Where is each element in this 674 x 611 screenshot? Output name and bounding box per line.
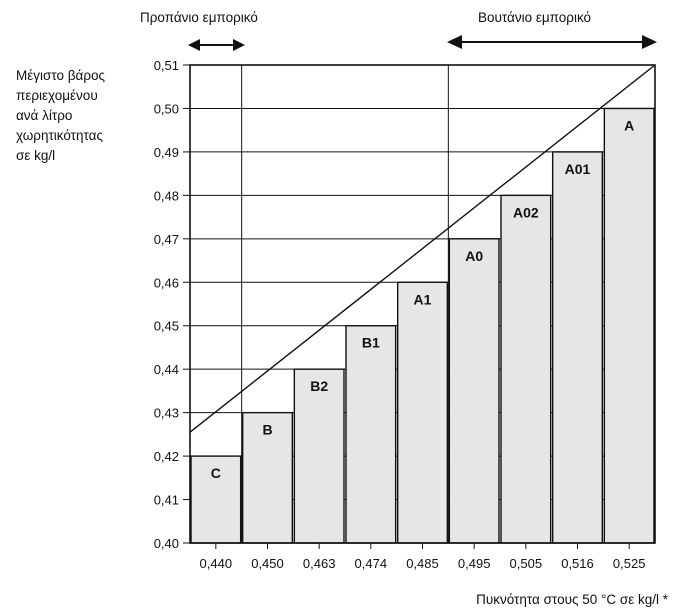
bar: [396, 281, 449, 544]
y-tick-label: 0,47: [154, 232, 179, 247]
y-tick-label: 0,41: [154, 493, 179, 508]
y-tick-label: 0,40: [154, 536, 179, 551]
x-tick-label: 0,463: [303, 556, 336, 571]
x-tick-label: 0,505: [510, 556, 543, 571]
y-axis-label-line-3: ανά λίτρο: [16, 108, 72, 123]
y-axis-label-line-2: περιεχομένου: [16, 88, 98, 103]
x-tick-label: 0,485: [406, 556, 439, 571]
x-tick-label: 0,440: [200, 556, 233, 571]
butane-range-arrow: [447, 35, 657, 49]
bar: [448, 238, 500, 544]
y-tick-label: 0,43: [154, 406, 179, 421]
y-tick-label: 0,44: [154, 362, 179, 377]
bar-label: A0: [465, 248, 483, 264]
x-tick-label: 0,474: [355, 556, 388, 571]
bar: [551, 151, 604, 544]
propane-range-arrow: [188, 39, 245, 51]
x-tick-label: 0,495: [458, 556, 491, 571]
x-tick-label: 0,525: [613, 556, 646, 571]
y-tick-label: 0,50: [154, 101, 179, 116]
y-tick-label: 0,49: [154, 145, 179, 160]
bar-label: A: [624, 117, 634, 133]
bar-label: C: [211, 465, 221, 481]
x-tick-label: 0,516: [561, 556, 594, 571]
y-tick-label: 0,48: [154, 188, 179, 203]
bar-label: B: [262, 422, 272, 438]
x-axis-label: Πυκνότητα στους 50 °C σε kg/l *: [476, 592, 669, 607]
bar: [345, 325, 397, 544]
x-tick-label: 0,450: [251, 556, 284, 571]
y-axis-label-line-4: χωρητικότητας: [16, 128, 103, 143]
y-tick-label: 0,42: [154, 449, 179, 464]
y-tick-label: 0,51: [154, 58, 179, 73]
y-axis-label-line-5: σε kg/l: [16, 148, 55, 163]
butane-annotation: Βουτάνιο εμπορικό: [478, 10, 591, 25]
propane-annotation: Προπάνιο εμπορικό: [140, 10, 258, 25]
limit-diagonal-line: [189, 64, 656, 433]
x-tick-labels: 0,440 0,450 0,463 0,474 0,485 0,495 0,505 0,516…: [200, 543, 646, 571]
bar: [500, 194, 552, 544]
y-tick-labels: 0,40 0,41 0,42 0,43 0,44 0,45 0,46 0,47 0,48 0,49…: [154, 58, 179, 551]
bar: [293, 368, 345, 544]
bar-label: A01: [565, 161, 591, 177]
y-tick-label: 0,45: [154, 319, 179, 334]
y-axis-label-line-1: Μέγιστο βάρος: [16, 68, 106, 83]
bar-label: A1: [414, 291, 432, 307]
bar: [241, 411, 294, 544]
y-tick-label: 0,46: [154, 275, 179, 290]
bar-label: B2: [310, 378, 328, 394]
bars: C B B2 B1 A1 A0 A02 A01 A: [190, 107, 655, 544]
bar-label: A02: [513, 204, 539, 220]
bar-label: B1: [362, 335, 380, 351]
bar: [603, 107, 655, 544]
